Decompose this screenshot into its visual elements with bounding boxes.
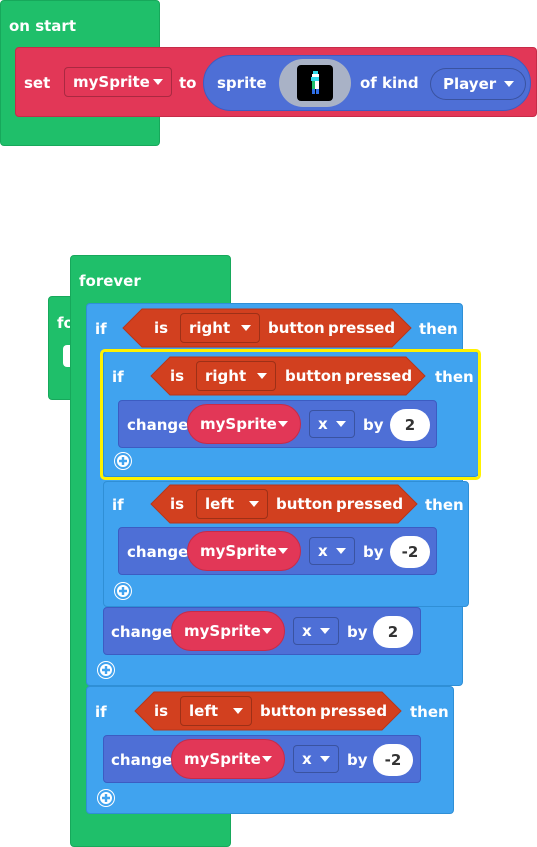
value-input[interactable]: 2 xyxy=(390,409,430,441)
chevron-down-icon xyxy=(262,628,272,634)
variable-dropdown[interactable]: mySprite xyxy=(64,67,172,97)
pressed-label: pressed xyxy=(328,319,396,337)
variable-dropdown[interactable]: mySprite xyxy=(172,612,284,650)
axis-dropdown[interactable]: x xyxy=(293,617,339,645)
is-label: is xyxy=(154,319,169,337)
button-dropdown[interactable]: left xyxy=(180,696,252,726)
variable-reporter[interactable]: mySprite xyxy=(187,404,301,444)
sprite-of-kind-block[interactable]: sprite of kind Player xyxy=(203,55,531,111)
button-dropdown[interactable]: left xyxy=(196,489,268,519)
change-sprite-x-block[interactable]: change mySprite x by 2 xyxy=(118,400,437,448)
add-else-icon[interactable] xyxy=(97,661,115,679)
if-label: if xyxy=(112,496,124,514)
on-start-label: on start xyxy=(9,17,76,35)
set-label: set xyxy=(24,74,51,92)
change-sprite-x-block[interactable]: change mySprite x by -2 xyxy=(118,527,437,575)
sprite-label: sprite xyxy=(217,74,267,92)
background-block-label: fo xyxy=(57,314,74,332)
button-label: button xyxy=(260,702,317,720)
value-input[interactable]: -2 xyxy=(390,536,430,568)
by-label: by xyxy=(363,543,384,561)
variable-dropdown[interactable]: mySprite xyxy=(188,405,300,443)
by-label: by xyxy=(347,751,368,769)
pressed-label: pressed xyxy=(320,702,388,720)
chevron-down-icon xyxy=(278,421,288,427)
button-label: button xyxy=(276,495,333,513)
add-else-icon[interactable] xyxy=(97,789,115,807)
of-kind-label: of kind xyxy=(360,74,419,92)
forever-label: forever xyxy=(79,272,141,290)
axis-dropdown[interactable]: x xyxy=(293,745,339,773)
chevron-down-icon xyxy=(233,708,243,714)
value-input[interactable]: 2 xyxy=(373,616,413,648)
button-dropdown[interactable]: right xyxy=(196,361,276,391)
then-label: then xyxy=(435,368,474,386)
variable-dropdown[interactable]: mySprite xyxy=(188,532,300,570)
by-label: by xyxy=(347,623,368,641)
is-label: is xyxy=(170,367,185,385)
by-label: by xyxy=(363,416,384,434)
chevron-down-icon xyxy=(153,79,163,85)
chevron-down-icon xyxy=(336,421,346,427)
kind-dropdown[interactable]: Player xyxy=(430,68,526,100)
if-label: if xyxy=(95,703,107,721)
chevron-down-icon xyxy=(504,81,514,87)
change-label: change xyxy=(111,623,173,641)
change-label: change xyxy=(127,543,189,561)
add-else-icon[interactable] xyxy=(114,452,132,470)
chevron-down-icon xyxy=(249,501,259,507)
pressed-label: pressed xyxy=(345,367,413,385)
chevron-down-icon xyxy=(262,756,272,762)
add-else-icon[interactable] xyxy=(114,582,132,600)
change-sprite-x-block[interactable]: change mySprite x by 2 xyxy=(103,607,421,655)
if-label: if xyxy=(112,368,124,386)
button-label: button xyxy=(285,367,342,385)
axis-dropdown[interactable]: x xyxy=(309,537,355,565)
change-label: change xyxy=(127,416,189,434)
variable-reporter[interactable]: mySprite xyxy=(171,739,285,779)
then-label: then xyxy=(425,496,464,514)
button-label: button xyxy=(268,319,325,337)
button-dropdown[interactable]: right xyxy=(180,313,260,343)
then-label: then xyxy=(410,703,449,721)
sprite-thumbnail xyxy=(297,65,333,101)
variable-reporter[interactable]: mySprite xyxy=(187,531,301,571)
then-label: then xyxy=(419,320,458,338)
is-label: is xyxy=(154,702,169,720)
variable-reporter[interactable]: mySprite xyxy=(171,611,285,651)
is-label: is xyxy=(170,495,185,513)
player-sprite-icon xyxy=(311,71,319,94)
axis-dropdown[interactable]: x xyxy=(309,410,355,438)
chevron-down-icon xyxy=(320,628,330,634)
chevron-down-icon xyxy=(336,548,346,554)
set-variable-block[interactable]: set mySprite to sprite of kind Player xyxy=(15,47,537,117)
pressed-label: pressed xyxy=(336,495,404,513)
chevron-down-icon xyxy=(320,756,330,762)
to-label: to xyxy=(179,74,197,92)
chevron-down-icon xyxy=(241,325,251,331)
sprite-image-picker[interactable] xyxy=(279,59,351,107)
if-label: if xyxy=(95,320,107,338)
change-label: change xyxy=(111,751,173,769)
change-sprite-x-block[interactable]: change mySprite x by -2 xyxy=(103,735,421,783)
variable-dropdown[interactable]: mySprite xyxy=(172,740,284,778)
chevron-down-icon xyxy=(278,548,288,554)
chevron-down-icon xyxy=(257,373,267,379)
value-input[interactable]: -2 xyxy=(373,744,413,776)
